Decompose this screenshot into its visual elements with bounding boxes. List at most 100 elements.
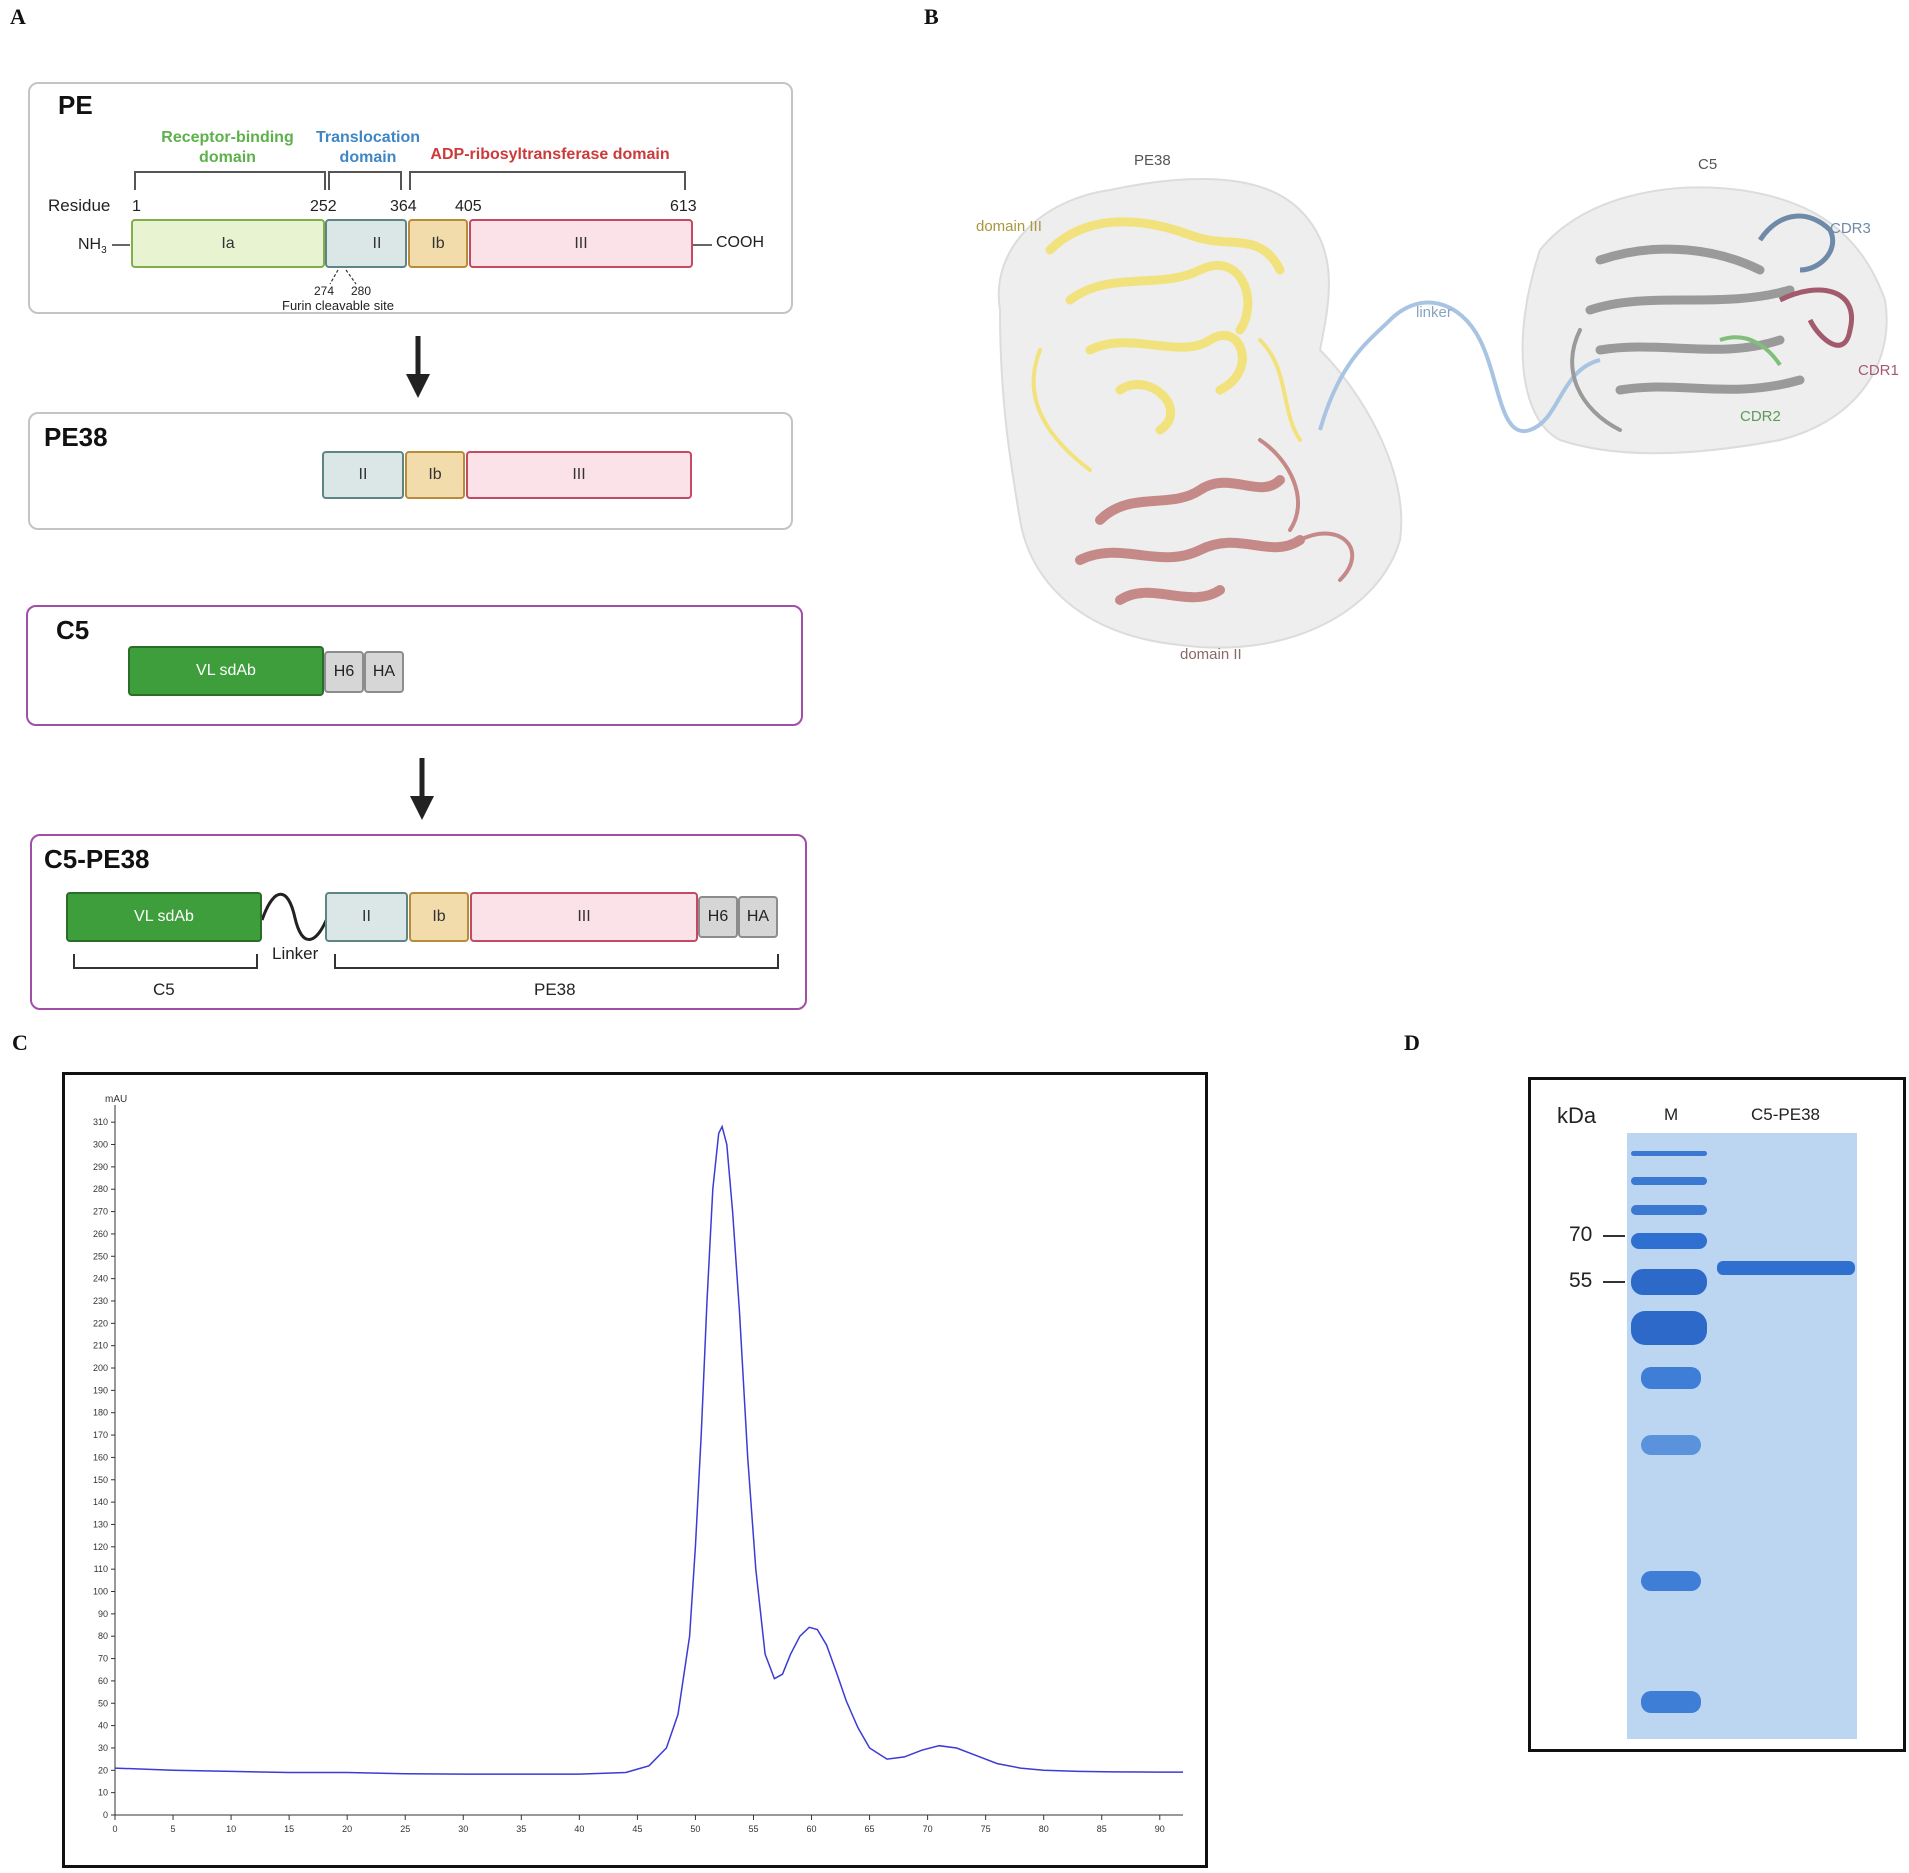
marker-55-label: 55	[1569, 1269, 1593, 1292]
linker-ribbon	[1318, 300, 1601, 434]
pe-brackets	[112, 171, 712, 285]
x-tick-label: 75	[981, 1824, 991, 1834]
residue-364: 364	[390, 198, 417, 215]
y-tick-label: 60	[98, 1676, 108, 1686]
marker-band	[1631, 1311, 1707, 1345]
c5pe38-brackets	[73, 954, 779, 969]
pe-segment-ia: Ia	[131, 219, 325, 268]
y-tick-label: 100	[93, 1587, 108, 1597]
c5pe38-segment-ii: II	[325, 892, 408, 942]
pe-title: PE	[58, 90, 93, 120]
b-label-cdr1: CDR1	[1858, 362, 1899, 379]
y-tick-label: 150	[93, 1475, 108, 1485]
protein-structure	[997, 178, 1888, 649]
y-tick-label: 200	[93, 1363, 108, 1373]
pe-segment-iii: III	[469, 219, 693, 268]
x-tick-label: 60	[807, 1824, 817, 1834]
y-tick-label: 280	[93, 1184, 108, 1194]
nh3-subscript: 3	[101, 245, 107, 257]
y-tick-label: 190	[93, 1385, 108, 1395]
x-tick-label: 45	[632, 1824, 642, 1834]
b-label-pe38: PE38	[1134, 152, 1171, 169]
x-tick-label: 35	[516, 1824, 526, 1834]
marker-band	[1641, 1571, 1701, 1591]
marker-band	[1631, 1269, 1707, 1295]
y-tick-label: 240	[93, 1274, 108, 1284]
marker-band	[1631, 1151, 1707, 1156]
y-tick-label: 290	[93, 1162, 108, 1172]
bracket-pe38-label: PE38	[534, 980, 576, 999]
y-tick-label: 140	[93, 1497, 108, 1507]
gel-frame: kDa M C5-PE38 70 55	[1528, 1077, 1906, 1752]
linker-label: Linker	[272, 944, 319, 963]
panel-label-a: A	[10, 4, 26, 29]
cdr1-loop	[1778, 287, 1854, 348]
y-tick-label: 20	[98, 1765, 108, 1775]
x-tick-label: 10	[226, 1824, 236, 1834]
c5-pe38-title: C5-PE38	[44, 844, 150, 874]
residue-1: 1	[132, 198, 141, 215]
chromatogram-frame: 0 10 20 30 40 50 60 70 80 90 100 110 120 130 140 150 160…	[62, 1072, 1208, 1868]
nh3-text: NH	[78, 236, 102, 253]
c5-segment-vl-sdab: VL sdAb	[128, 646, 324, 696]
chromatogram-chart: 0102030405060708090100110120130140150160…	[93, 1094, 1183, 1834]
c5pe38-segment-ib: Ib	[409, 892, 469, 942]
panel-label-d: D	[1404, 1030, 1420, 1055]
y-tick-label: 120	[93, 1542, 108, 1552]
cdr2-loop	[1719, 335, 1782, 367]
y-tick-label: 160	[93, 1452, 108, 1462]
residue-252: 252	[310, 198, 337, 215]
c5pe38-segment-ha: HA	[738, 896, 778, 938]
receptor-binding-line1: Receptor-binding	[161, 129, 294, 146]
x-tick-label: 80	[1039, 1824, 1049, 1834]
y-tick-label: 130	[93, 1519, 108, 1529]
x-tick-label: 50	[690, 1824, 700, 1834]
marker-55-tick	[1603, 1281, 1625, 1283]
marker-band	[1641, 1367, 1701, 1389]
lane-c5-pe38-label: C5-PE38	[1751, 1105, 1820, 1124]
y-tick-label: 310	[93, 1117, 108, 1127]
b-label-c5: C5	[1698, 156, 1718, 173]
c5-pe38-band	[1717, 1261, 1855, 1275]
c5-title: C5	[56, 615, 90, 645]
pe-segment-ib: Ib	[408, 219, 468, 268]
marker-band	[1631, 1177, 1707, 1185]
b-label-linker: linker	[1416, 304, 1452, 321]
y-tick-label: 270	[93, 1207, 108, 1217]
x-tick-label: 5	[171, 1824, 176, 1834]
y-tick-label: 170	[93, 1430, 108, 1440]
c5-ribbon	[1570, 244, 1805, 432]
residue-label: Residue	[48, 196, 111, 215]
receptor-binding-line2: domain	[199, 149, 256, 166]
adp-domain-label: ADP-ribosyltransferase domain	[430, 146, 670, 163]
y-tick-label: 210	[93, 1341, 108, 1351]
x-tick-label: 0	[112, 1824, 117, 1834]
pe38-segment-iii: III	[466, 451, 692, 499]
x-axis: 0 5 10 15 20 25 30 35 40 45 50 55 60 65 70 75 80 85 90	[112, 1814, 1183, 1834]
x-tick-label: 15	[284, 1824, 294, 1834]
pe-box: PE	[28, 82, 793, 314]
gel-image	[1627, 1133, 1857, 1739]
c5pe38-segment-iii: III	[470, 892, 698, 942]
residue-405: 405	[455, 198, 482, 215]
y-tick-label: 180	[93, 1408, 108, 1418]
cdr3-loop	[1757, 213, 1836, 273]
marker-70-label: 70	[1569, 1223, 1593, 1246]
panel-label-b: B	[924, 4, 939, 29]
marker-band	[1641, 1435, 1701, 1455]
marker-band	[1641, 1691, 1701, 1713]
domain-iii-ribbon	[1031, 217, 1302, 472]
x-tick-label: 40	[574, 1824, 584, 1834]
x-tick-label: 65	[865, 1824, 875, 1834]
chromatogram-line	[114, 1124, 1183, 1775]
y-axis: 0 10 20 30 40 50 60 70 80 90 100 110 120 130 140 150 160…	[93, 1105, 116, 1820]
c5-segment-ha: HA	[364, 651, 404, 693]
translocation-line1: Translocation	[315, 129, 421, 146]
y-tick-label: 220	[93, 1318, 108, 1328]
c5pe38-segment-vl-sdab: VL sdAb	[66, 892, 262, 942]
y-axis-label: mAU	[105, 1094, 127, 1105]
pe-segment-ii-label: II	[372, 234, 382, 252]
y-tick-label: 70	[98, 1654, 108, 1664]
x-tick-label: 20	[342, 1824, 352, 1834]
translocation-line2: domain	[339, 149, 397, 166]
